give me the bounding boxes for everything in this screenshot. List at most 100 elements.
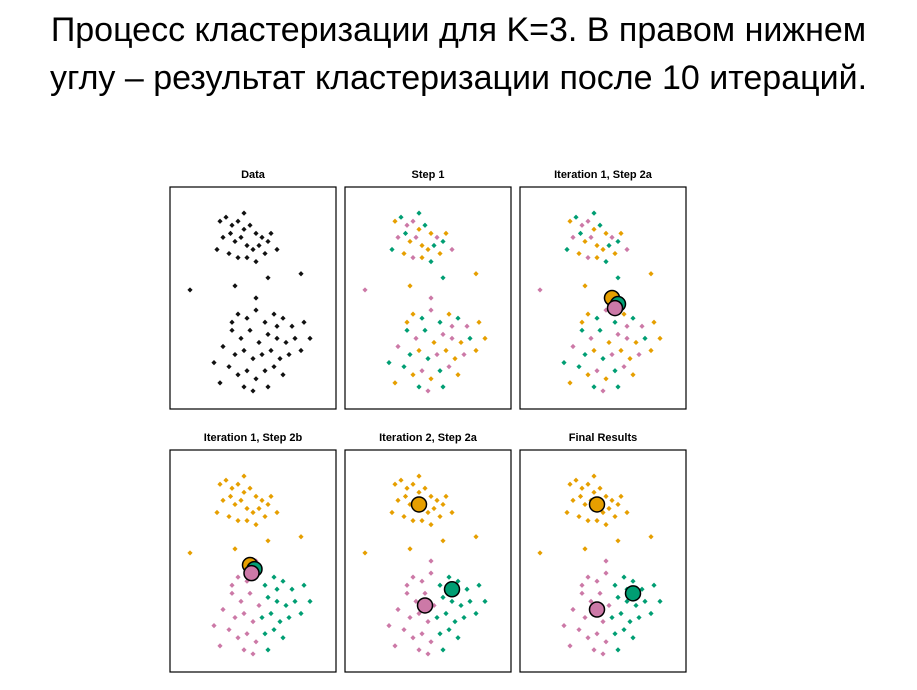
data-point	[624, 598, 630, 604]
data-point	[241, 226, 247, 232]
data-point	[419, 255, 425, 261]
data-point	[265, 594, 271, 600]
data-point	[392, 643, 398, 649]
data-point	[392, 218, 398, 224]
data-point	[449, 598, 455, 604]
data-point	[241, 489, 247, 495]
data-point	[187, 550, 193, 556]
data-point	[229, 327, 235, 333]
data-point	[612, 513, 618, 520]
data-point	[606, 339, 612, 346]
data-point	[573, 214, 579, 220]
panel-title: Data	[241, 169, 266, 181]
centroid	[416, 597, 434, 614]
data-point	[235, 481, 241, 487]
data-point	[455, 372, 461, 378]
data-point	[594, 518, 600, 524]
data-point	[259, 614, 265, 621]
data-point	[268, 610, 274, 617]
data-point	[232, 351, 238, 358]
data-point	[256, 242, 262, 249]
data-point	[404, 327, 410, 333]
data-point	[217, 643, 223, 649]
data-point	[362, 287, 368, 293]
data-point	[567, 481, 573, 487]
data-point	[410, 518, 416, 524]
data-point	[537, 550, 543, 556]
panel-frame	[169, 449, 337, 673]
panel-title: Iteration 2, Step 2a	[379, 432, 478, 444]
data-point	[585, 574, 591, 580]
data-point	[220, 606, 226, 613]
data-point	[476, 582, 482, 588]
data-point	[567, 643, 573, 649]
data-point	[280, 315, 286, 321]
data-point	[624, 335, 630, 341]
data-point	[600, 356, 606, 362]
data-point	[597, 222, 603, 228]
centroid	[443, 581, 461, 598]
data-point	[401, 364, 407, 370]
data-point	[416, 473, 422, 479]
data-point	[464, 586, 470, 592]
data-point	[241, 384, 247, 390]
data-point	[401, 513, 407, 520]
data-point	[402, 230, 409, 236]
panel-frame	[344, 449, 512, 673]
data-point	[253, 376, 259, 382]
data-point	[280, 578, 286, 584]
centroid	[588, 601, 606, 618]
data-point	[455, 315, 461, 321]
data-point	[612, 319, 618, 325]
data-point	[434, 614, 440, 621]
data-point	[235, 518, 241, 524]
data-point	[280, 372, 286, 378]
data-point	[395, 497, 401, 503]
data-point	[573, 477, 579, 483]
data-point	[404, 590, 410, 596]
data-point	[567, 380, 573, 386]
data-point	[298, 271, 304, 277]
data-point	[392, 481, 398, 487]
data-point	[615, 331, 621, 337]
data-point	[244, 518, 250, 524]
data-point	[585, 372, 591, 378]
data-point	[630, 372, 636, 378]
data-point	[428, 570, 434, 576]
data-point	[241, 647, 247, 653]
data-point	[416, 489, 422, 495]
data-point	[410, 481, 416, 487]
centroid	[606, 299, 624, 317]
data-point	[561, 360, 567, 366]
data-point	[579, 319, 585, 325]
panel-title: Iteration 1, Step 2a	[554, 169, 653, 181]
data-point	[630, 635, 636, 641]
data-point	[464, 323, 470, 329]
data-point	[244, 242, 250, 249]
data-point	[591, 473, 597, 479]
data-point	[419, 631, 425, 637]
data-point	[603, 230, 609, 236]
data-point	[229, 319, 235, 325]
data-point	[226, 364, 232, 370]
data-point	[253, 259, 259, 265]
data-point	[259, 234, 265, 240]
data-point	[591, 647, 597, 653]
data-point	[446, 364, 452, 370]
data-point	[250, 509, 256, 516]
data-point	[449, 246, 455, 253]
data-point	[244, 578, 250, 584]
data-point	[416, 647, 422, 653]
data-point	[262, 513, 268, 520]
data-point	[244, 255, 250, 261]
data-point	[567, 218, 573, 224]
data-point	[618, 230, 624, 236]
data-point	[274, 509, 280, 516]
data-point	[446, 311, 452, 317]
data-point	[594, 315, 600, 321]
data-point	[585, 255, 591, 261]
data-point	[473, 610, 479, 617]
data-point	[437, 368, 443, 374]
data-point	[570, 343, 576, 350]
data-point	[274, 586, 280, 592]
